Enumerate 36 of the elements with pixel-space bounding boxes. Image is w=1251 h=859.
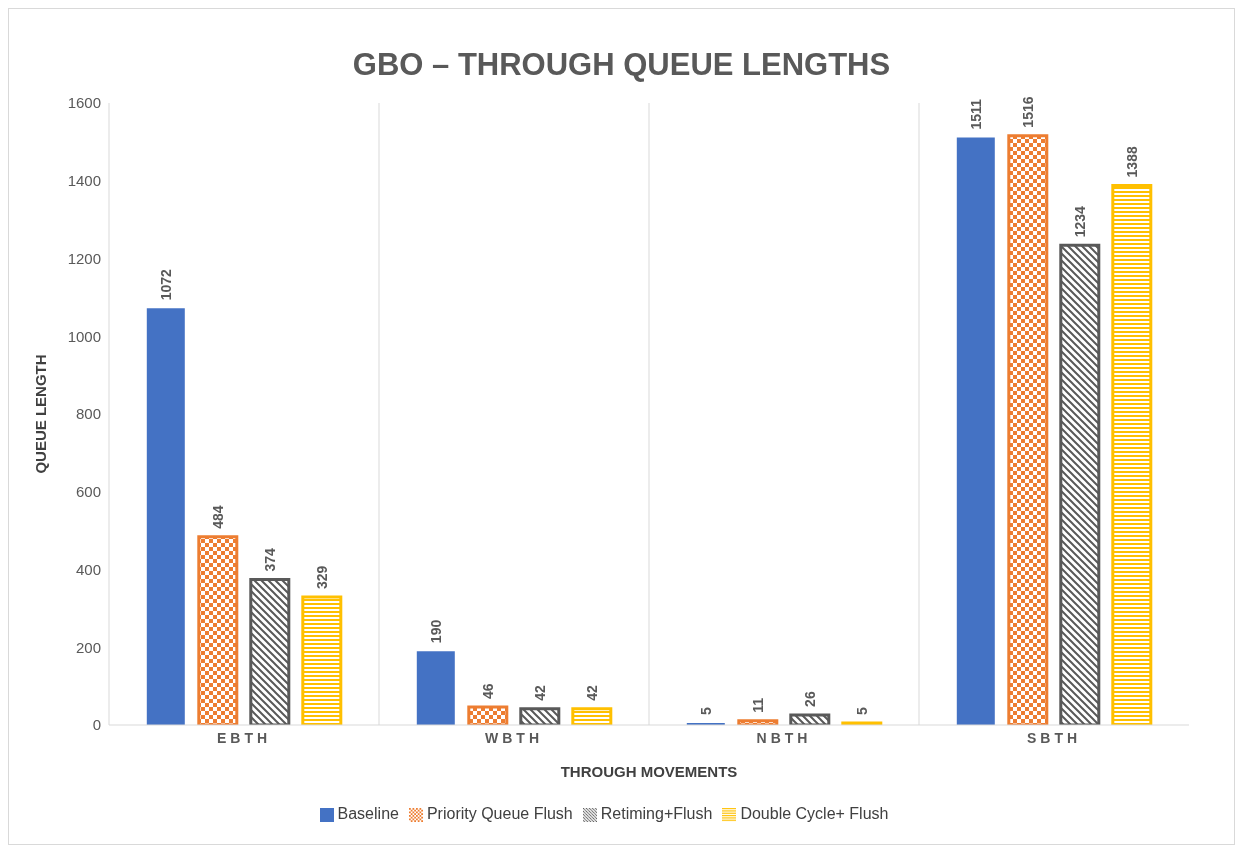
data-label: 1072 xyxy=(157,268,174,301)
y-tick-label: 800 xyxy=(75,405,101,423)
x-tick-label: NBTH xyxy=(756,729,812,746)
data-label: 42 xyxy=(531,684,548,701)
data-label: 42 xyxy=(583,684,600,701)
legend-label: Baseline xyxy=(337,805,399,822)
y-tick-label: 1000 xyxy=(67,327,101,345)
chart-title: GBO – THROUGH QUEUE LENGTHS xyxy=(351,47,892,83)
y-axis-title: QUEUE LENGTH xyxy=(32,354,50,474)
legend-label: Retiming+Flush xyxy=(600,805,713,822)
data-label: 11 xyxy=(749,697,766,713)
legend-label: Double Cycle+ Flush xyxy=(740,805,889,822)
data-label: 1388 xyxy=(1123,146,1140,178)
y-tick-label: 400 xyxy=(75,560,101,578)
data-label: 1516 xyxy=(1019,96,1036,128)
data-label: 5 xyxy=(697,707,714,716)
data-label: 1511 xyxy=(967,99,984,130)
data-label: 374 xyxy=(261,548,278,572)
data-label: 190 xyxy=(427,619,444,644)
y-tick-label: 1200 xyxy=(67,249,101,267)
legend-label: Priority Queue Flush xyxy=(426,805,573,822)
y-tick-label: 200 xyxy=(75,638,101,656)
data-label: 46 xyxy=(479,683,496,700)
x-axis-title: THROUGH MOVEMENTS xyxy=(560,763,738,780)
y-tick-label: 1600 xyxy=(67,94,101,112)
y-tick-label: 600 xyxy=(75,483,101,501)
data-label: 329 xyxy=(313,565,330,590)
y-tick-label: 1400 xyxy=(67,172,101,190)
data-label: 5 xyxy=(853,707,870,716)
data-label: 26 xyxy=(801,691,818,707)
x-tick-label: WBTH xyxy=(485,729,543,746)
data-label: 484 xyxy=(209,505,226,529)
x-tick-label: SBTH xyxy=(1026,729,1082,746)
x-tick-label: EBTH xyxy=(216,729,272,746)
y-tick-label: 0 xyxy=(92,716,101,734)
data-label: 1234 xyxy=(1071,205,1088,238)
